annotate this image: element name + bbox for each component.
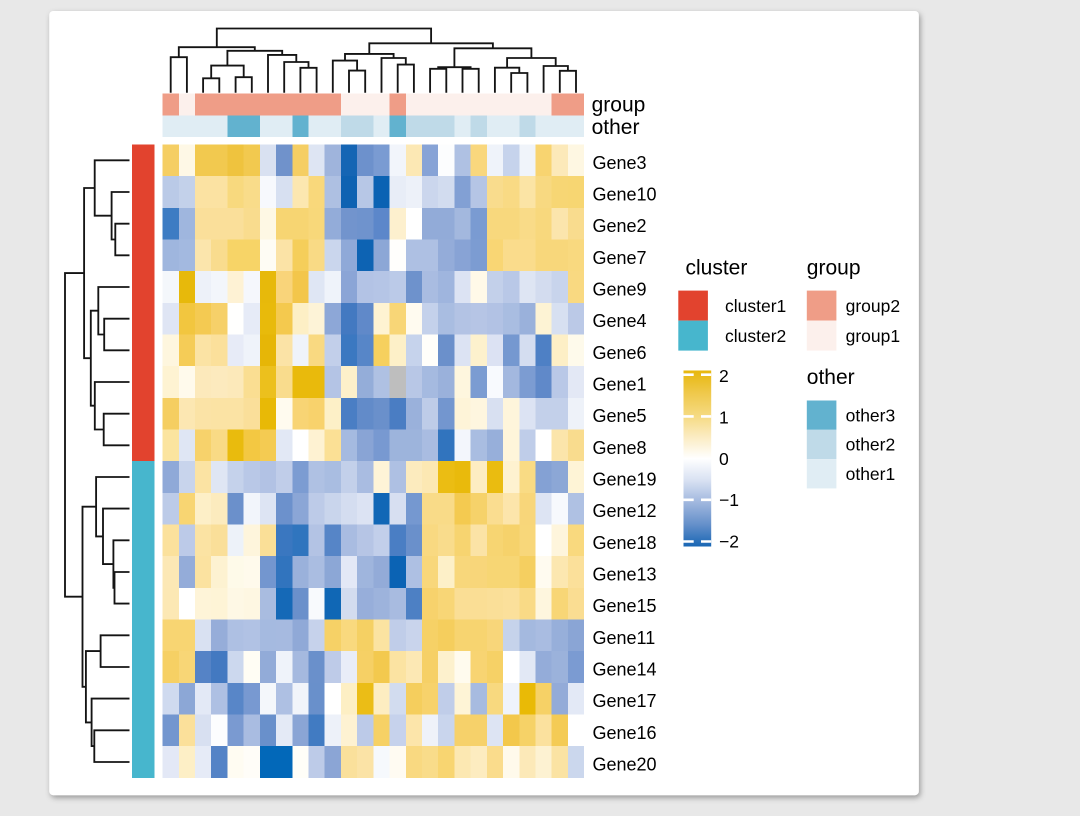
svg-text:Gene18: Gene18 (593, 533, 657, 553)
svg-text:other: other (807, 366, 855, 389)
svg-text:Gene4: Gene4 (593, 311, 647, 331)
svg-text:Gene7: Gene7 (593, 248, 647, 268)
svg-text:Gene15: Gene15 (593, 596, 657, 616)
svg-text:1: 1 (719, 408, 729, 428)
svg-text:−1: −1 (719, 490, 739, 510)
svg-text:Gene16: Gene16 (593, 723, 657, 743)
svg-text:Gene19: Gene19 (593, 470, 657, 490)
svg-text:cluster1: cluster1 (725, 296, 786, 316)
svg-text:cluster2: cluster2 (725, 326, 786, 346)
svg-text:Gene13: Gene13 (593, 565, 657, 585)
svg-text:Gene9: Gene9 (593, 280, 647, 300)
svg-text:other3: other3 (846, 405, 896, 425)
svg-text:2: 2 (719, 366, 729, 386)
svg-text:Gene17: Gene17 (593, 691, 657, 711)
svg-text:Gene1: Gene1 (593, 375, 647, 395)
svg-text:group2: group2 (846, 296, 901, 316)
svg-text:0: 0 (719, 449, 729, 469)
svg-text:Gene12: Gene12 (593, 501, 657, 521)
svg-text:Gene11: Gene11 (593, 628, 656, 648)
svg-text:group1: group1 (846, 326, 901, 346)
svg-text:Gene2: Gene2 (593, 216, 647, 236)
svg-text:group: group (592, 94, 646, 117)
svg-text:other1: other1 (846, 464, 896, 484)
svg-text:group: group (807, 257, 861, 280)
svg-text:Gene8: Gene8 (593, 438, 647, 458)
svg-text:−2: −2 (719, 532, 739, 552)
svg-text:Gene6: Gene6 (593, 343, 647, 363)
svg-text:other2: other2 (846, 435, 896, 455)
svg-text:other: other (592, 116, 640, 139)
svg-text:Gene5: Gene5 (593, 406, 647, 426)
svg-text:Gene20: Gene20 (593, 755, 657, 775)
svg-text:cluster: cluster (686, 257, 748, 280)
svg-text:Gene14: Gene14 (593, 660, 657, 680)
svg-text:Gene3: Gene3 (593, 153, 647, 173)
svg-text:Gene10: Gene10 (593, 185, 657, 205)
